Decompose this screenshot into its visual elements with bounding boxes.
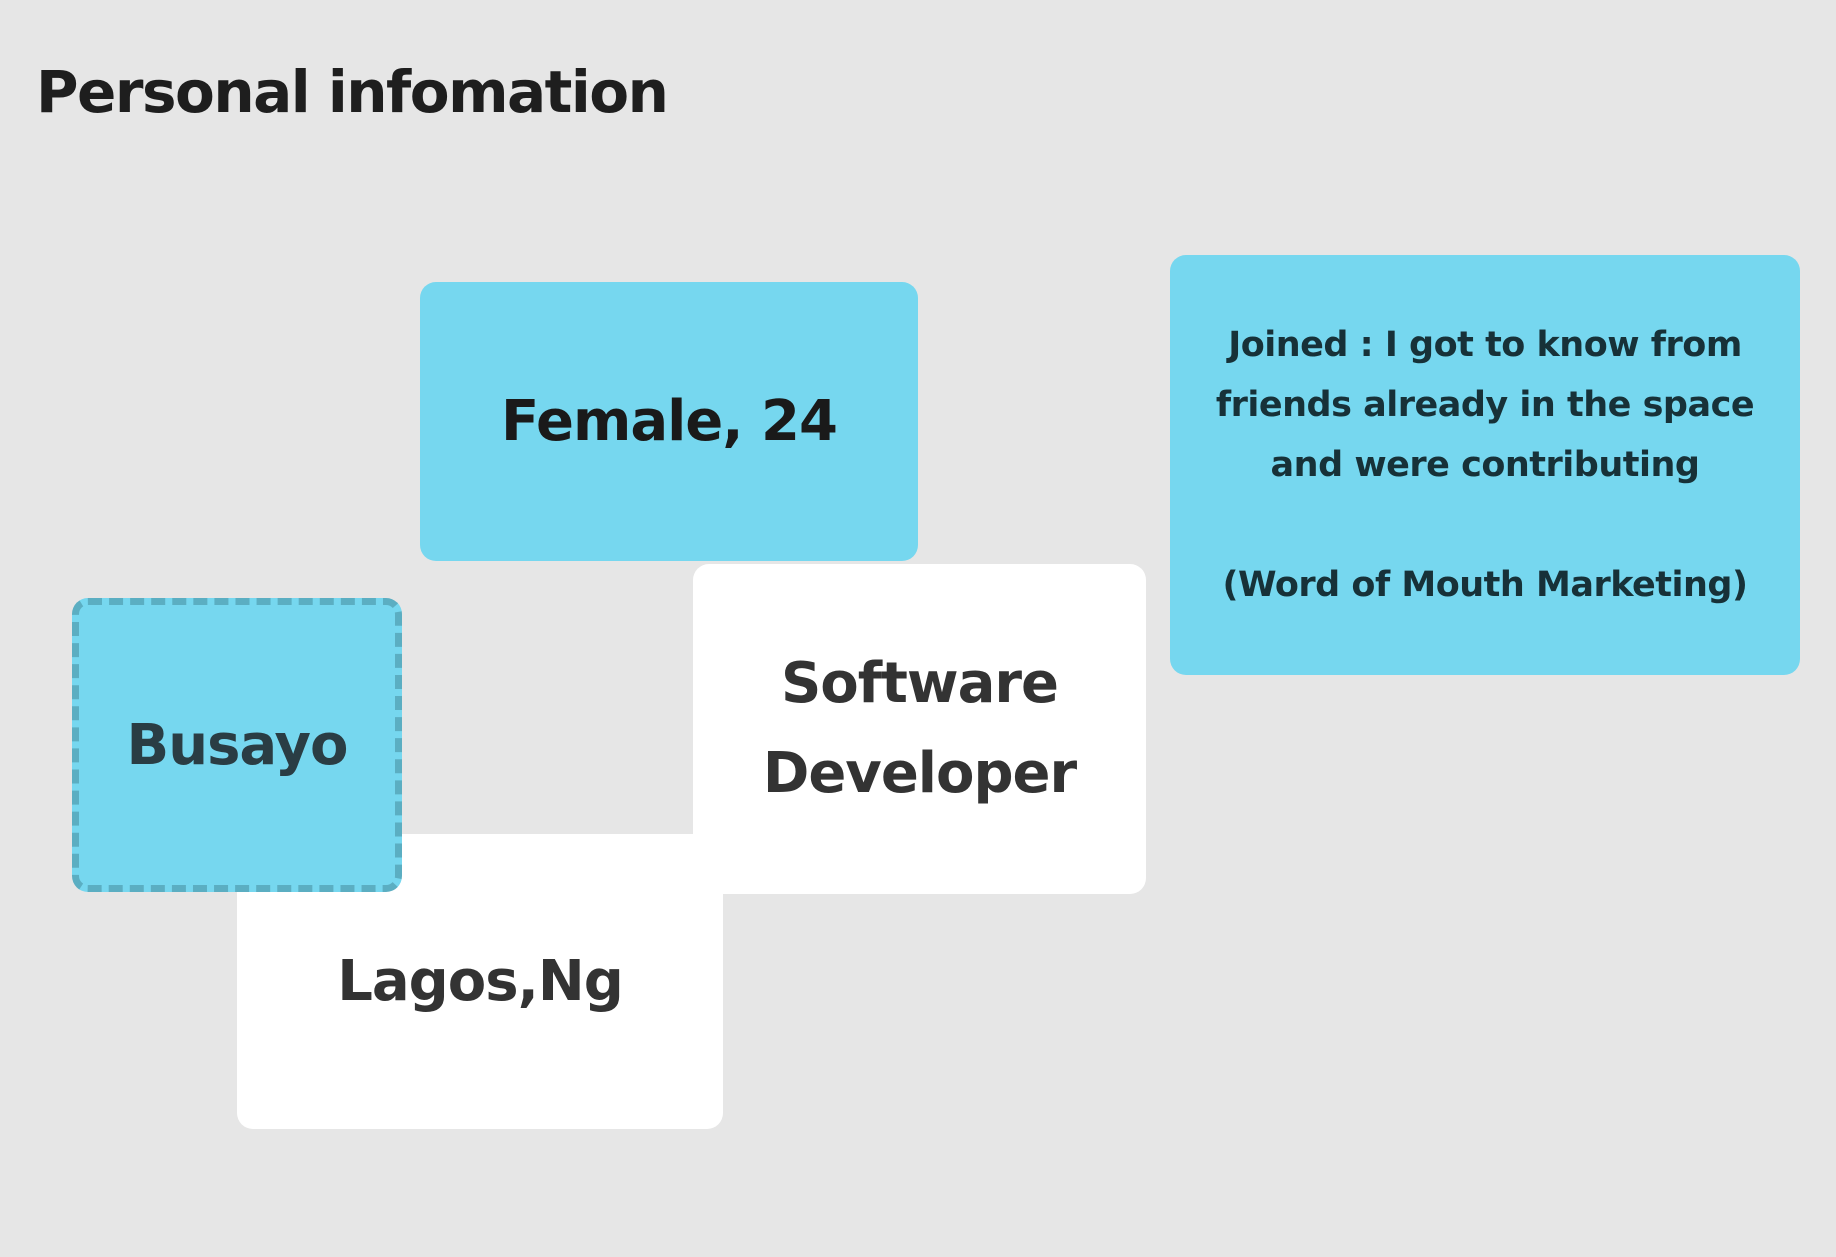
location-label: Lagos,Ng: [337, 949, 624, 1014]
gender-age-label: Female, 24: [501, 389, 838, 454]
location-card[interactable]: Lagos,Ng: [237, 834, 723, 1129]
joined-channel-text: (Word of Mouth Marketing): [1222, 565, 1748, 605]
name-label: Busayo: [126, 712, 349, 778]
occupation-line-1: Software: [780, 651, 1059, 716]
occupation-card[interactable]: Software Developer: [693, 564, 1146, 894]
joined-card[interactable]: Joined : I got to know from friends alre…: [1170, 255, 1800, 675]
joined-reason-text: Joined : I got to know from friends alre…: [1215, 325, 1755, 485]
occupation-line-2: Developer: [762, 741, 1077, 806]
name-card-selected[interactable]: Busayo: [72, 598, 402, 892]
gender-age-card[interactable]: Female, 24: [420, 282, 918, 561]
occupation-text: Software Developer: [762, 639, 1077, 819]
page-title: Personal infomation: [36, 58, 669, 126]
